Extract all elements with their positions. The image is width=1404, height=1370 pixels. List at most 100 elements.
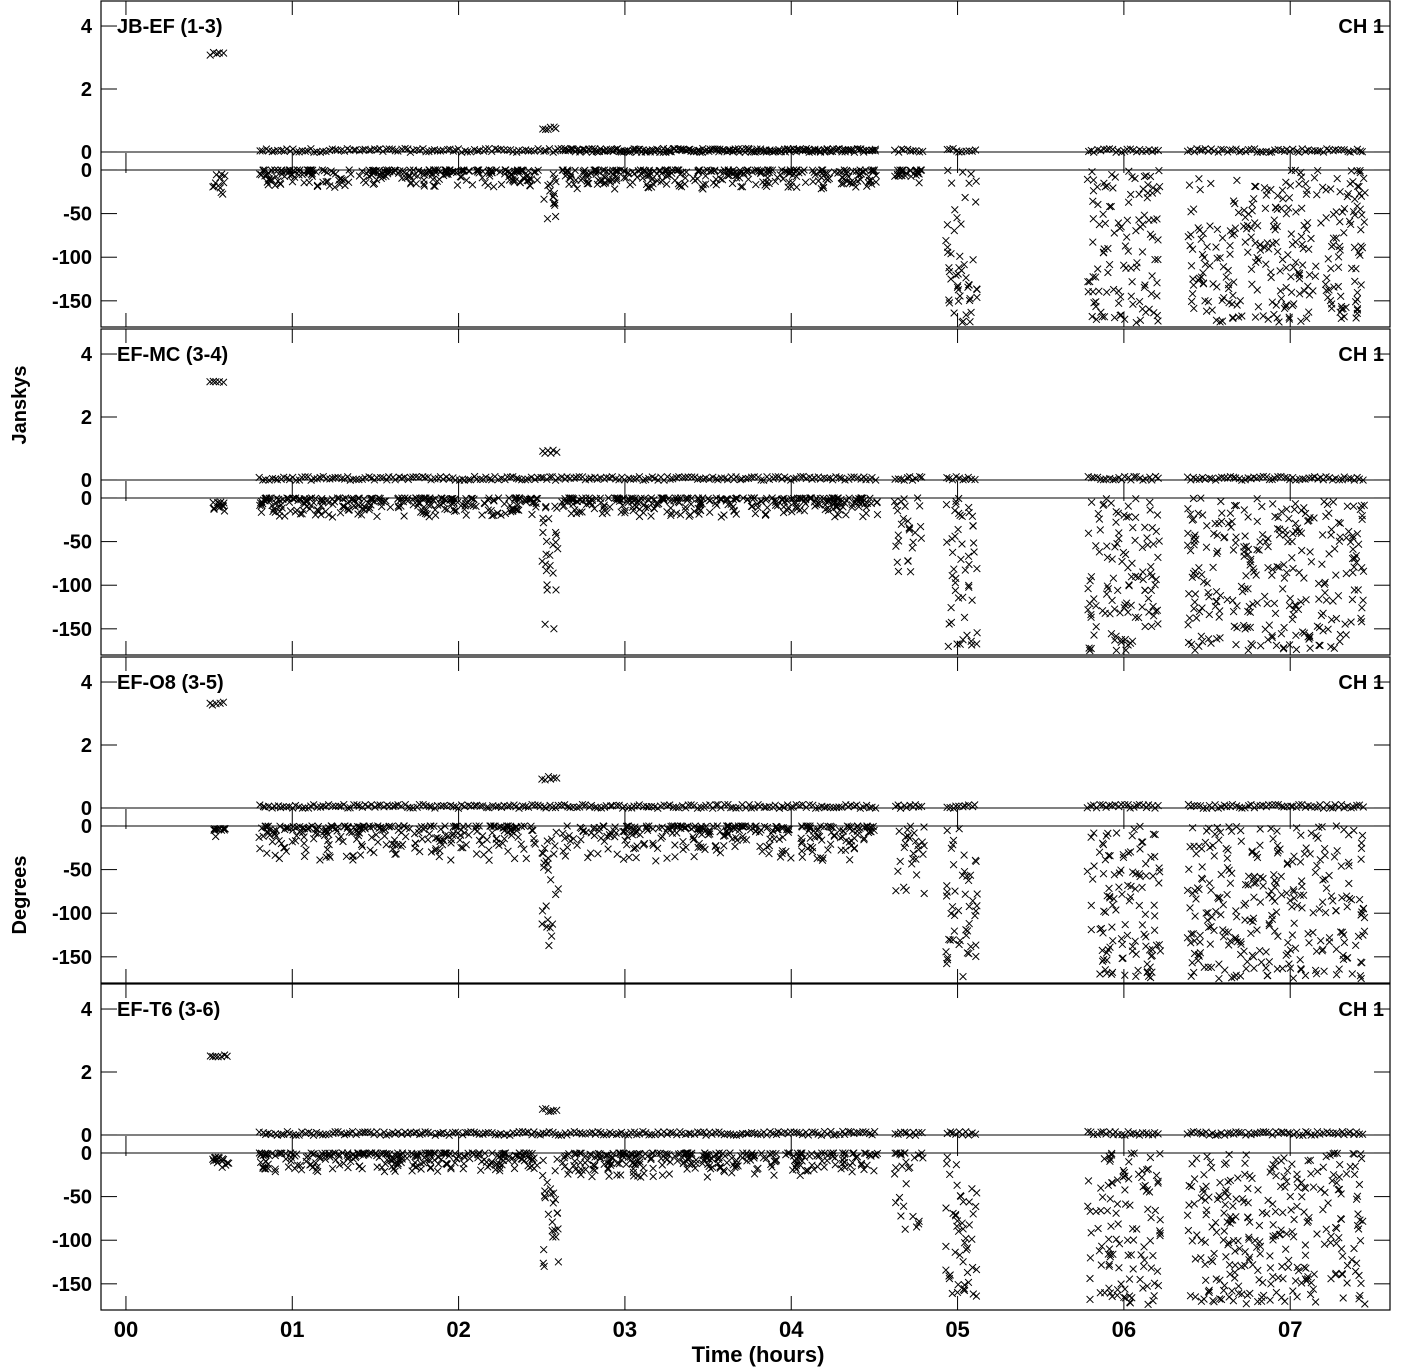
phase-point [620,827,629,836]
phase-point [733,171,741,179]
phase-point [1155,940,1164,949]
phase-point [824,506,833,515]
phase-point [604,845,612,853]
phase-point [378,826,387,834]
phase-point [1103,542,1111,550]
phase-point [1114,299,1123,308]
phase-point [1311,868,1320,877]
phase-point [514,506,523,514]
phase-point [1280,560,1288,569]
phase-point [549,199,558,208]
amplitude-point [1238,804,1246,812]
phase-point [1271,883,1279,892]
amplitude-point [1235,148,1244,156]
phase-point [414,499,423,507]
phase-point [1138,921,1147,929]
phase-point [525,175,534,183]
amplitude-point [585,475,593,483]
phase-point [1297,831,1305,840]
phase-point [1116,609,1124,617]
phase-point [540,195,548,203]
amplitude-point [292,1131,300,1139]
phase-point [1212,243,1220,251]
phase-point [1103,182,1111,190]
phase-point [318,166,327,174]
phase-point [300,169,308,177]
phase-point [1288,857,1297,866]
phase-point [270,505,278,513]
amplitude-point [1331,474,1340,482]
phase-point [255,833,263,842]
amplitude-point [549,148,557,156]
amplitude-point [1271,801,1280,809]
phase-point [460,167,468,175]
amplitude-point [573,803,581,812]
amplitude-point [1310,472,1319,481]
phase-point [553,544,562,553]
phase-point [500,835,509,843]
phase-point [894,537,903,545]
phase-point [1334,263,1343,272]
phase-point [544,514,553,523]
amplitude-point [1190,802,1198,810]
phase-point [1207,639,1215,647]
amplitude-point [666,1128,675,1137]
phase-point [1289,974,1298,983]
phase-point [970,548,978,556]
phase-point [960,613,969,622]
amplitude-point [592,147,601,155]
amplitude-point [847,473,855,481]
phase-point [1299,891,1308,900]
amplitude-point [310,148,318,156]
phase-point [845,823,853,831]
panel-baseline-label: EF-O8 (3-5) [117,672,224,694]
amplitude-point [509,472,517,481]
amplitude-point [964,801,973,809]
amplitude-point [820,146,829,154]
phase-point [1357,855,1365,863]
phase-point [272,826,280,834]
phase-point [1109,285,1118,294]
panel-frame [100,656,1391,984]
amplitude-point [750,803,758,812]
phase-point [956,252,964,261]
phase-point [542,537,551,546]
phase-point [613,850,621,858]
phase-point [512,505,520,514]
phase-point [798,823,806,831]
amplitude-point [398,474,406,483]
phase-point [1150,901,1158,909]
amplitude-point [742,474,750,483]
phase-point [947,618,956,627]
amplitude-point [656,148,664,157]
amplitude-point [464,801,473,810]
amplitude-point [464,475,473,484]
phase-point [1354,248,1363,257]
phase-point [671,852,679,861]
phase-point [554,885,563,893]
phase-point [1142,308,1150,317]
phase-point [480,1155,489,1164]
phase-point [737,182,745,191]
phase-point [420,822,429,831]
phase-point [897,167,906,175]
phase-point [1273,191,1282,200]
phase-point [663,172,671,181]
phase-point [1218,234,1227,242]
amplitude-point [1340,146,1348,154]
amplitude-point [900,476,908,484]
phase-point [559,847,567,855]
phase-point [662,827,670,835]
phase-point [719,832,728,840]
phase-point [1145,946,1154,954]
phase-point [1136,845,1144,853]
phase-point [1187,262,1196,270]
phase-point [1309,928,1317,937]
phase-point [858,498,867,507]
phase-point [483,836,491,844]
amplitude-point [971,146,980,154]
phase-point [594,850,602,858]
phase-point [1085,644,1093,652]
amplitude-point [552,774,561,782]
phase-point [1104,268,1112,277]
